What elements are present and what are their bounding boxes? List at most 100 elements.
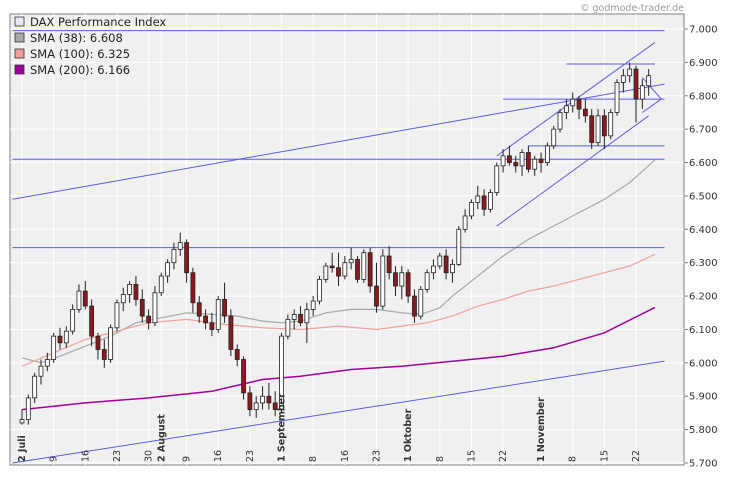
candle-66 [437, 252, 443, 270]
x-day-label: 16 [213, 450, 224, 462]
x-axis: 2 Juli 9 16 23 30 2 August 9 16 23 1 September 8 16… [17, 393, 642, 462]
trend-line-1 [12, 83, 665, 200]
candle-58 [386, 246, 392, 280]
candle-body-up [450, 263, 455, 274]
candle-body-down [393, 272, 398, 287]
y-tick-label: 6.600 [689, 158, 718, 169]
candle-21 [152, 286, 158, 327]
candle-93 [608, 109, 614, 140]
candle-body-down [526, 152, 531, 170]
candle-body-up [488, 192, 493, 210]
x-day-label: 8 [308, 456, 319, 462]
candle-64 [424, 269, 430, 293]
candle-54 [361, 249, 367, 283]
candle-body-up [544, 145, 550, 163]
candle-body-up [595, 115, 601, 143]
candle-85 [557, 109, 563, 133]
candle-body-up [291, 314, 297, 320]
y-tick-label: 5.700 [689, 459, 718, 470]
candle-body-up [171, 248, 177, 264]
candle-26 [184, 239, 189, 283]
candle-19 [139, 289, 145, 323]
candle-body-down [222, 299, 227, 317]
candle-body-up [158, 275, 164, 294]
y-tick-label: 6.700 [689, 125, 718, 136]
candle-12 [95, 332, 101, 360]
x-day-label: 30 [144, 450, 155, 462]
candle-body-up [424, 272, 430, 290]
candle-59 [393, 266, 398, 297]
candle-81 [532, 155, 538, 176]
candle-89 [582, 99, 588, 123]
y-tick-label: 6.000 [689, 358, 718, 369]
candle-body-up [323, 265, 329, 280]
candle-45 [304, 302, 310, 343]
candle-47 [317, 276, 322, 305]
candle-92 [601, 109, 607, 150]
candle-75 [494, 162, 500, 196]
candle-48 [323, 262, 329, 283]
candle-body-up [177, 242, 183, 250]
candle-32 [222, 282, 227, 323]
candle-body-up [380, 255, 386, 307]
candle-49 [329, 252, 335, 273]
candle-body-down [209, 322, 215, 330]
watermark: © godmode-trader.de [580, 3, 684, 14]
candle-body-up [108, 327, 114, 360]
candle-body-down [374, 285, 379, 307]
candle-84 [551, 125, 557, 150]
candle-body-down [633, 68, 639, 100]
plot-area [9, 13, 685, 466]
candle-body-down [443, 255, 449, 274]
candle-36 [247, 386, 253, 417]
candle-body-up [570, 98, 576, 107]
candle-body-up [127, 283, 133, 295]
candle-body-up [475, 195, 481, 204]
candle-body-down [184, 242, 189, 274]
candle-72 [475, 185, 481, 210]
candle-body-up [348, 258, 354, 264]
candle-body-up [627, 68, 633, 77]
x-day-label: 23 [371, 450, 382, 462]
candle-body-down [386, 255, 392, 274]
candle-33 [228, 309, 234, 357]
candle-79 [519, 149, 525, 176]
candle-70 [462, 209, 468, 233]
candle-46 [310, 296, 316, 317]
candle-body-down [196, 302, 202, 317]
y-tick-label: 6.500 [689, 191, 718, 202]
candle-body-down [101, 349, 107, 360]
y-tick-label: 6.300 [689, 258, 718, 269]
candle-body-down [57, 335, 63, 344]
candle-25 [177, 232, 183, 257]
candle-body-up [431, 265, 436, 274]
legend-label: SMA (100): 6.325 [30, 47, 130, 61]
candle-37 [253, 396, 259, 418]
candle-body-up [519, 152, 525, 167]
candle-35 [241, 356, 246, 400]
candle-body-up [51, 335, 57, 360]
candle-body-down [272, 402, 278, 410]
candle-body-up [646, 75, 652, 87]
x-day-label: 9 [182, 456, 193, 462]
candle-body-up [152, 292, 158, 324]
candle-body-up [620, 75, 626, 83]
candle-78 [513, 155, 519, 173]
candle-53 [355, 256, 360, 283]
candle-0 [19, 409, 25, 425]
candle-body-down [203, 315, 208, 324]
candle-55 [367, 247, 373, 293]
candle-42 [285, 314, 291, 340]
candle-body-down [582, 108, 588, 117]
legend: DAX Performance Index SMA (38): 6.608 SMA … [14, 15, 166, 77]
candle-body-up [19, 419, 25, 424]
candle-8 [70, 304, 76, 335]
candle-1 [25, 394, 31, 425]
candle-20 [146, 309, 152, 330]
candle-body-up [500, 155, 506, 167]
candle-94 [614, 79, 620, 116]
candle-27 [190, 267, 196, 313]
candle-60 [399, 266, 405, 300]
candle-38 [260, 386, 265, 410]
